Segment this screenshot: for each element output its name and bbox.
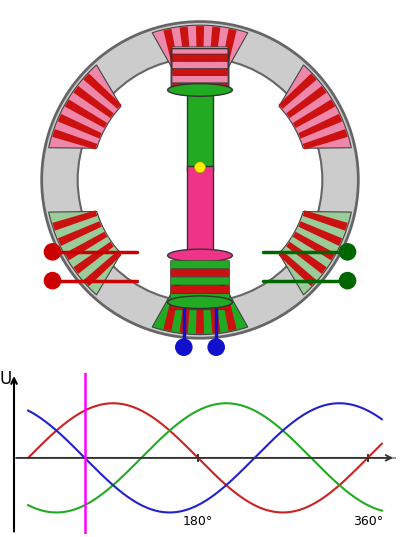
Polygon shape xyxy=(49,65,121,148)
Circle shape xyxy=(42,21,358,338)
Polygon shape xyxy=(52,129,97,149)
FancyBboxPatch shape xyxy=(172,68,228,76)
Circle shape xyxy=(340,273,356,289)
Polygon shape xyxy=(209,26,220,72)
FancyBboxPatch shape xyxy=(172,61,228,68)
Polygon shape xyxy=(298,221,342,246)
Circle shape xyxy=(340,244,356,260)
Polygon shape xyxy=(196,26,204,71)
Polygon shape xyxy=(163,29,180,74)
Polygon shape xyxy=(180,288,191,333)
Polygon shape xyxy=(163,286,180,331)
Polygon shape xyxy=(279,65,351,148)
Polygon shape xyxy=(84,74,122,109)
Polygon shape xyxy=(209,288,220,333)
FancyBboxPatch shape xyxy=(170,294,230,302)
Polygon shape xyxy=(152,25,248,75)
Circle shape xyxy=(208,339,224,355)
Polygon shape xyxy=(84,251,122,286)
Ellipse shape xyxy=(168,249,232,262)
Polygon shape xyxy=(58,221,102,246)
Polygon shape xyxy=(180,26,191,72)
FancyBboxPatch shape xyxy=(170,302,230,310)
Circle shape xyxy=(78,57,322,302)
Polygon shape xyxy=(152,285,248,335)
Polygon shape xyxy=(279,212,351,295)
Polygon shape xyxy=(49,212,121,295)
Polygon shape xyxy=(65,232,107,260)
Text: 360°: 360° xyxy=(353,515,383,528)
Polygon shape xyxy=(278,74,316,109)
Polygon shape xyxy=(293,99,335,128)
Polygon shape xyxy=(52,211,97,231)
Polygon shape xyxy=(65,99,107,128)
Polygon shape xyxy=(293,232,335,260)
Polygon shape xyxy=(73,86,114,118)
Circle shape xyxy=(44,244,60,260)
FancyBboxPatch shape xyxy=(170,268,230,277)
FancyBboxPatch shape xyxy=(188,88,212,171)
Polygon shape xyxy=(58,114,102,139)
Circle shape xyxy=(176,339,192,355)
FancyBboxPatch shape xyxy=(172,54,228,61)
Polygon shape xyxy=(298,114,342,139)
Polygon shape xyxy=(73,242,114,274)
Polygon shape xyxy=(303,129,348,149)
Polygon shape xyxy=(286,242,327,274)
Polygon shape xyxy=(286,86,327,118)
FancyBboxPatch shape xyxy=(172,76,228,83)
Polygon shape xyxy=(278,251,316,286)
Polygon shape xyxy=(196,289,204,333)
Circle shape xyxy=(195,162,205,173)
Text: U: U xyxy=(0,369,12,388)
Polygon shape xyxy=(303,211,348,231)
FancyBboxPatch shape xyxy=(170,260,230,268)
Ellipse shape xyxy=(168,296,232,309)
FancyBboxPatch shape xyxy=(188,165,212,256)
Text: 180°: 180° xyxy=(183,515,213,528)
FancyBboxPatch shape xyxy=(172,47,228,54)
FancyBboxPatch shape xyxy=(170,285,230,293)
Ellipse shape xyxy=(168,84,232,96)
FancyBboxPatch shape xyxy=(172,83,228,90)
Circle shape xyxy=(44,273,60,289)
Polygon shape xyxy=(220,286,237,331)
Polygon shape xyxy=(220,29,237,74)
FancyBboxPatch shape xyxy=(170,277,230,285)
